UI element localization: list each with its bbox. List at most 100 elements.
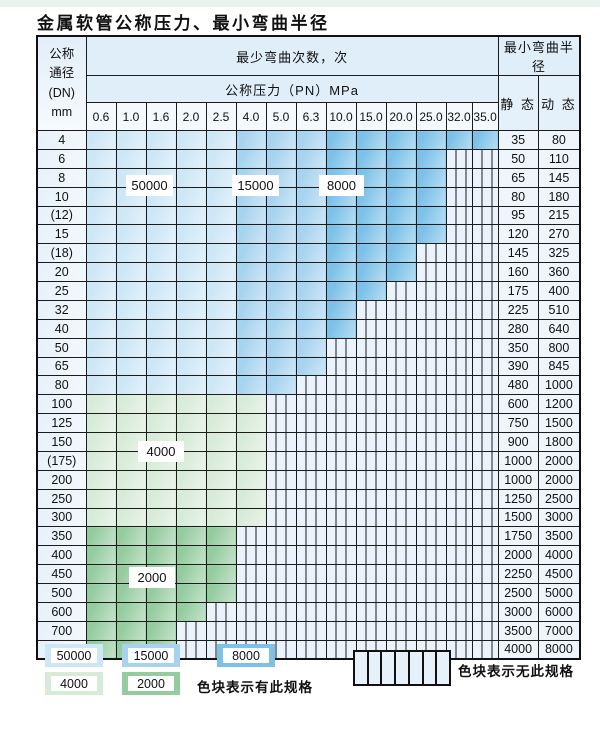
no-spec-cell xyxy=(385,299,417,320)
no-spec-cell xyxy=(471,224,499,245)
dynamic-value-cell: 80 xyxy=(537,130,581,150)
pressure-header-cell: 10.0 xyxy=(325,102,357,131)
no-spec-cell xyxy=(355,526,387,547)
static-value-cell: 160 xyxy=(497,262,539,282)
dynamic-value-cell: 2000 xyxy=(537,450,581,471)
no-spec-cell xyxy=(445,148,473,169)
no-spec-cell xyxy=(385,318,417,339)
legend-swatch-50000: 50000 xyxy=(45,644,103,667)
static-value-cell: 2250 xyxy=(497,564,539,584)
static-value-cell: 1500 xyxy=(497,507,539,528)
spec-cell xyxy=(205,299,237,320)
spec-cell xyxy=(145,394,177,415)
spec-cell xyxy=(145,318,177,339)
spec-cell xyxy=(265,337,297,358)
spec-cell xyxy=(355,281,387,301)
dn-column-header: 公称 通径 (DN) mm xyxy=(36,35,87,131)
dynamic-value-cell: 6000 xyxy=(537,601,581,622)
dn-cell: 4 xyxy=(36,130,87,150)
dn-cell: (18) xyxy=(36,243,87,264)
no-spec-cell xyxy=(445,281,473,301)
no-spec-cell xyxy=(445,186,473,207)
spec-cell xyxy=(85,413,117,433)
spec-cell xyxy=(385,205,417,226)
pressure-header-cell: 4.0 xyxy=(235,102,267,131)
spec-cell xyxy=(175,148,207,169)
no-spec-cell xyxy=(415,318,447,339)
spec-cell xyxy=(265,205,297,226)
legend-has-spec-label: 色块表示有此规格 xyxy=(197,680,313,695)
spec-cell xyxy=(145,243,177,264)
dynamic-value-cell: 510 xyxy=(537,299,581,320)
no-spec-cell xyxy=(235,601,267,622)
no-spec-cell xyxy=(325,620,357,641)
no-spec-cell xyxy=(325,469,357,490)
static-value-cell: 750 xyxy=(497,413,539,433)
spec-cell xyxy=(115,469,147,490)
no-spec-cell xyxy=(415,413,447,433)
static-value-cell: 175 xyxy=(497,281,539,301)
spec-cell xyxy=(85,299,117,320)
no-spec-cell xyxy=(471,413,499,433)
spec-cell xyxy=(265,356,297,377)
spec-cell xyxy=(205,375,237,396)
no-spec-cell xyxy=(205,601,237,622)
dynamic-value-cell: 360 xyxy=(537,262,581,282)
cycle-count-label-4000: 4000 xyxy=(138,441,184,462)
spec-cell xyxy=(415,130,447,150)
spec-cell xyxy=(355,130,387,150)
spec-cell xyxy=(235,262,267,282)
spec-cell xyxy=(415,205,447,226)
no-spec-cell xyxy=(325,545,357,566)
spec-cell xyxy=(385,148,417,169)
spec-cell xyxy=(85,318,117,339)
spec-cell xyxy=(85,526,117,547)
dynamic-value-cell: 1000 xyxy=(537,375,581,396)
table-row: 4 35 80 xyxy=(36,130,581,150)
spec-cell xyxy=(85,281,117,301)
spec-cell xyxy=(85,186,117,207)
no-spec-cell xyxy=(445,507,473,528)
spec-cell xyxy=(235,148,267,169)
no-spec-cell xyxy=(445,224,473,245)
no-spec-cell xyxy=(235,545,267,566)
spec-cell xyxy=(385,224,417,245)
spec-cell xyxy=(325,262,357,282)
no-spec-cell xyxy=(235,526,267,547)
no-spec-cell xyxy=(265,583,297,603)
spec-cell xyxy=(115,545,147,566)
no-spec-cell xyxy=(385,620,417,641)
dynamic-value-cell: 1200 xyxy=(537,394,581,415)
spec-cell xyxy=(145,375,177,396)
no-spec-cell xyxy=(385,375,417,396)
no-spec-cell xyxy=(471,186,499,207)
spec-cell xyxy=(175,488,207,509)
spec-cell xyxy=(175,281,207,301)
no-spec-cell xyxy=(265,620,297,641)
dynamic-value-cell: 800 xyxy=(537,337,581,358)
dn-cell: 500 xyxy=(36,583,87,603)
static-value-cell: 1250 xyxy=(497,488,539,509)
static-value-cell: 2500 xyxy=(497,583,539,603)
spec-cell xyxy=(355,148,387,169)
spec-cell xyxy=(235,507,267,528)
dn-cell: 15 xyxy=(36,224,87,245)
static-value-cell: 50 xyxy=(497,148,539,169)
no-spec-cell xyxy=(235,583,267,603)
no-spec-cell xyxy=(415,243,447,264)
pressure-header-cell: 32.0 xyxy=(445,102,473,131)
dn-cell: 600 xyxy=(36,601,87,622)
no-spec-cell xyxy=(325,356,357,377)
no-spec-cell xyxy=(355,394,387,415)
static-value-cell: 1750 xyxy=(497,526,539,547)
no-spec-cell xyxy=(235,564,267,584)
spec-cell xyxy=(205,186,237,207)
static-value-cell: 1000 xyxy=(497,469,539,490)
pressure-header-cell: 2.0 xyxy=(175,102,207,131)
no-spec-cell xyxy=(385,601,417,622)
page-top-band xyxy=(0,0,600,7)
spec-cell xyxy=(175,167,207,188)
no-spec-cell xyxy=(355,583,387,603)
spec-cell xyxy=(325,148,357,169)
no-spec-cell xyxy=(325,432,357,452)
